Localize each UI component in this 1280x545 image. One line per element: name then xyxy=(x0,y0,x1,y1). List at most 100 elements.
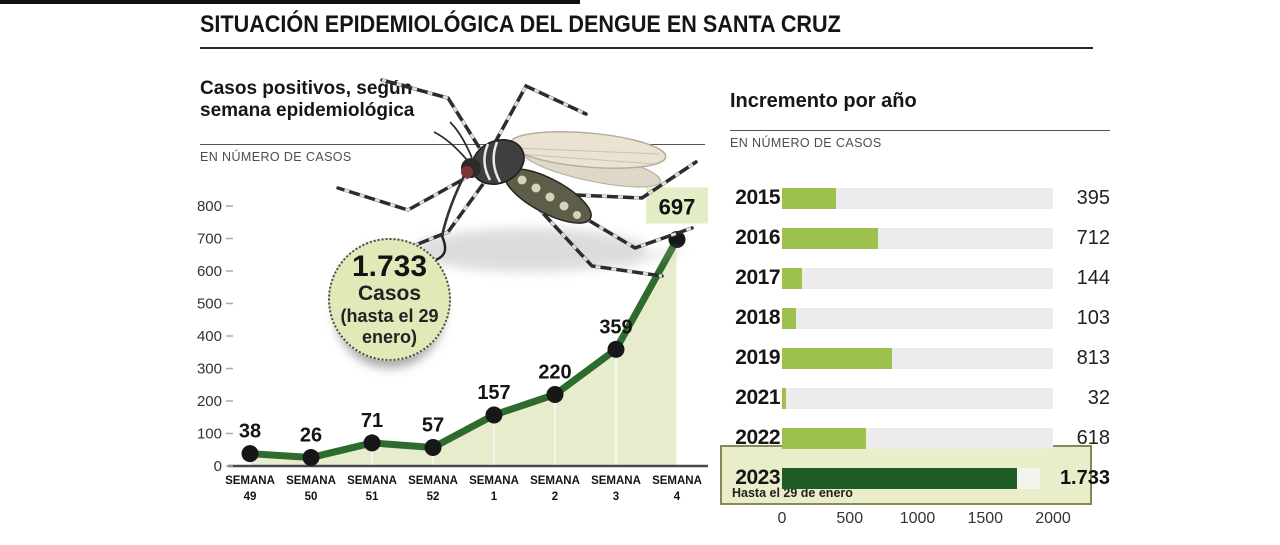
bar-track xyxy=(782,467,1040,489)
x-axis-tick: 1500 xyxy=(967,510,1004,527)
year-value: 144 xyxy=(1076,266,1110,289)
top-border-strip xyxy=(0,0,580,4)
bar-chart-x-axis: 0 500 1000 1500 2000 xyxy=(730,510,1110,532)
data-label: 359 xyxy=(599,316,632,338)
year-bar xyxy=(782,347,893,369)
total-cases-annotation: 1.733 Casos (hasta el 29 enero) xyxy=(328,238,451,361)
x-category-label: SEMANA 52 xyxy=(408,475,458,503)
year-row-2023: 2023 1.733 xyxy=(730,458,1110,498)
left-chart-unit-label: EN NÚMERO DE CASOS xyxy=(200,150,352,164)
right-chart-unit-label: EN NÚMERO DE CASOS xyxy=(730,136,882,150)
highlight-2023-note: Hasta el 29 de enero xyxy=(732,486,853,500)
bar-track xyxy=(782,427,1053,449)
data-point xyxy=(302,449,320,467)
year-label: 2023 xyxy=(735,466,780,489)
x-category-label: SEMANA 1 xyxy=(469,475,519,503)
right-chart-title: Incremento por año xyxy=(730,90,917,112)
year-value: 813 xyxy=(1076,346,1110,369)
year-value: 103 xyxy=(1076,306,1110,329)
x-category-label: SEMANA 3 xyxy=(591,475,641,503)
mosquito-antennae xyxy=(433,121,473,161)
year-label: 2019 xyxy=(735,346,780,369)
year-row-2015: 2015 395 xyxy=(730,178,1110,218)
data-label: 220 xyxy=(538,362,571,384)
y-tick-label: 700 xyxy=(197,231,222,248)
x-axis-tick: 1000 xyxy=(899,510,936,527)
year-row-2016: 2016 712 xyxy=(730,218,1110,258)
year-bar-rows: 2015 395 2016 712 2017 144 2018 103 2019 813 2021 3… xyxy=(730,178,1110,498)
bar-track xyxy=(782,267,1053,289)
year-bar xyxy=(782,267,802,289)
data-label: 71 xyxy=(361,410,383,432)
annotation-line4: enero) xyxy=(361,326,417,347)
data-point xyxy=(424,438,442,456)
y-tick-label: 0 xyxy=(214,458,222,475)
right-chart-rule xyxy=(730,130,1110,131)
bar-track xyxy=(782,227,1053,249)
x-category-label: SEMANA 49 xyxy=(225,475,275,503)
x-axis-tick: 0 xyxy=(777,510,787,527)
data-point xyxy=(485,406,503,424)
y-tick-label: 100 xyxy=(197,426,222,443)
data-label: 157 xyxy=(477,382,510,404)
year-row-2022: 2022 618 xyxy=(730,418,1110,458)
data-point xyxy=(241,445,259,463)
bar-track xyxy=(782,187,1053,209)
x-category-label: SEMANA 4 xyxy=(652,475,702,503)
year-row-2021: 2021 32 xyxy=(730,378,1110,418)
left-chart-rule xyxy=(200,144,705,145)
year-bar xyxy=(782,387,787,409)
data-point xyxy=(607,340,625,358)
year-row-2019: 2019 813 xyxy=(730,338,1110,378)
year-label: 2018 xyxy=(735,306,780,329)
y-tick-label: 400 xyxy=(197,328,222,345)
year-label: 2016 xyxy=(735,226,780,249)
bar-track xyxy=(782,307,1053,329)
cases-line xyxy=(246,235,681,462)
left-chart-title: Casos positivos, según semana epidemioló… xyxy=(200,78,715,122)
y-tick-label: 600 xyxy=(197,263,222,280)
y-tick-label: 300 xyxy=(197,361,222,378)
year-value: 618 xyxy=(1076,426,1110,449)
bar-track xyxy=(782,387,1053,409)
annotation-line3: (hasta el 29 xyxy=(340,305,439,326)
yearly-increase-chart: Incremento por año EN NÚMERO DE CASOS Ha… xyxy=(720,90,1110,540)
year-label: 2021 xyxy=(735,386,780,409)
y-tick-label: 500 xyxy=(197,296,222,313)
y-tick-label: 800 xyxy=(197,198,222,215)
page-title: SITUACIÓN EPIDEMIOLÓGICA DEL DENGUE EN S… xyxy=(200,11,841,38)
year-row-2018: 2018 103 xyxy=(730,298,1110,338)
title-underline xyxy=(200,47,1093,49)
year-value: 32 xyxy=(1087,386,1110,409)
data-point xyxy=(668,230,686,248)
data-label: 697 xyxy=(659,194,696,219)
annotation-total-value: 1.733 xyxy=(351,249,428,283)
left-chart-title-line1: Casos positivos, según xyxy=(200,78,413,99)
y-tick-label: 200 xyxy=(197,393,222,410)
left-chart-title-line2: semana epidemiológica xyxy=(200,100,415,122)
year-value: 1.733 xyxy=(1059,466,1110,489)
weekly-cases-line-chart: 0 100 200 300 400 500 600 700 800 SEMANA 49 SEMANA 5… xyxy=(197,187,708,503)
data-label: 26 xyxy=(300,425,322,447)
data-label: 57 xyxy=(422,414,444,436)
x-axis-tick: 2000 xyxy=(1035,510,1071,527)
area-fill xyxy=(250,239,677,466)
year-bar xyxy=(782,427,866,449)
year-label: 2017 xyxy=(735,266,780,289)
year-label: 2022 xyxy=(735,426,780,449)
year-label: 2015 xyxy=(735,186,780,209)
x-category-label: SEMANA 2 xyxy=(530,475,580,503)
year-value: 395 xyxy=(1076,186,1110,209)
year-bar xyxy=(782,227,879,249)
x-category-label: SEMANA 51 xyxy=(347,475,397,503)
year-row-2017: 2017 144 xyxy=(730,258,1110,298)
data-point xyxy=(363,434,381,452)
year-value: 712 xyxy=(1076,226,1110,249)
year-bar xyxy=(782,467,1017,489)
weekly-cases-chart-header: Casos positivos, según semana epidemioló… xyxy=(200,78,715,164)
x-category-label: SEMANA 50 xyxy=(286,475,336,503)
x-axis-tick: 500 xyxy=(836,510,864,527)
year-bar xyxy=(782,187,836,209)
data-point xyxy=(546,386,564,403)
